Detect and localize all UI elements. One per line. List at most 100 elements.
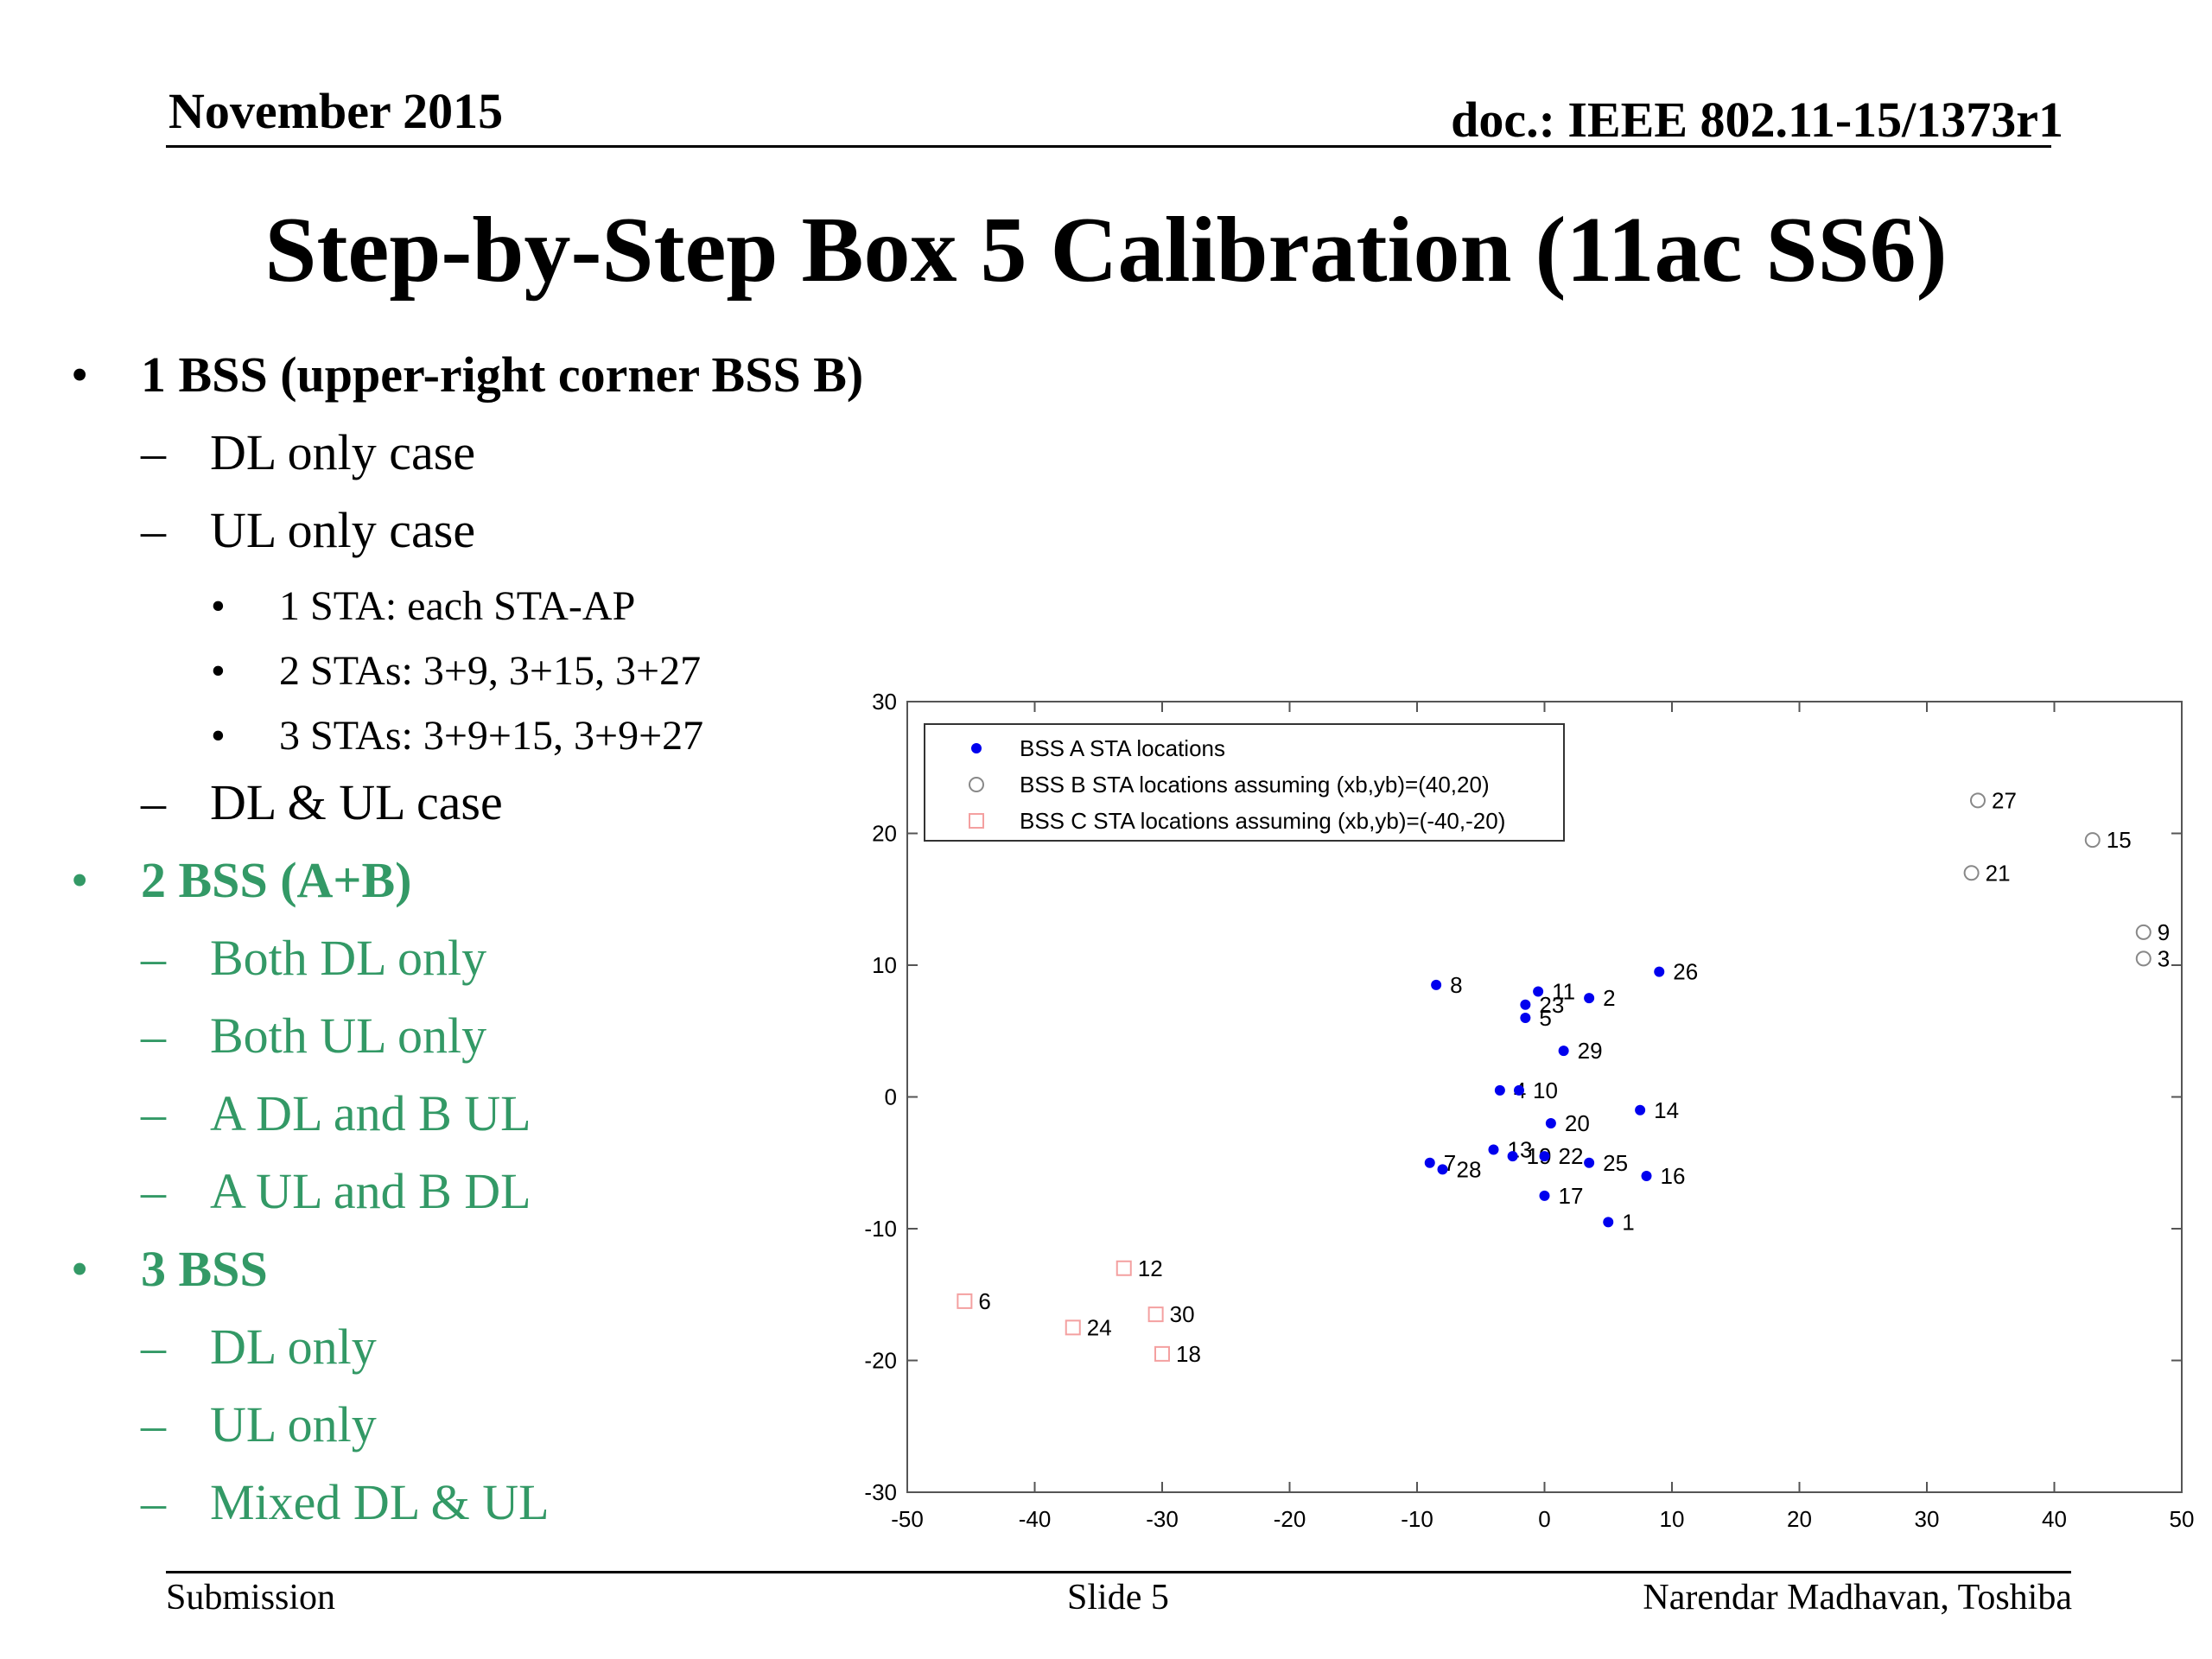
slide-title: Step-by-Step Box 5 Calibration (11ac SS6… [264, 199, 1948, 302]
point-label: 1 [1622, 1209, 1634, 1235]
bullet-text-level-1: 2 BSS (A+B) [141, 852, 412, 908]
point-label: 11 [1552, 979, 1575, 1005]
bullet-marker: – [141, 1396, 166, 1452]
x-tick-label: -10 [1401, 1506, 1433, 1532]
point-label: 26 [1673, 959, 1698, 985]
series-1-point [1520, 999, 1531, 1010]
footer-slide-number: Slide 5 [1067, 1578, 1169, 1618]
series-1-point [1494, 1084, 1505, 1096]
point-label: 18 [1176, 1341, 1201, 1367]
legend-label: BSS C STA locations assuming (xb,yb)=(-4… [1020, 808, 1505, 834]
point-label: 14 [1654, 1097, 1679, 1123]
series-3-point [957, 1293, 973, 1309]
bullet-marker: • [71, 346, 89, 403]
x-tick-label: 40 [2042, 1506, 2067, 1532]
point-label: 8 [1450, 972, 1462, 998]
y-tick-label: 30 [872, 691, 897, 715]
point-label: 6 [978, 1288, 990, 1314]
point-label: 5 [1539, 1005, 1551, 1031]
point-label: 3 [2158, 945, 2170, 971]
bullet-text-level-3: 1 STA: each STA-AP [279, 583, 636, 629]
bullet-list: • 1 BSS (upper-right corner BSS B) – DL onl… [0, 0, 864, 1555]
bullet-marker: – [141, 1163, 166, 1219]
footer-author: Narendar Madhavan, Toshiba [1643, 1578, 2072, 1618]
series-3-point [1116, 1260, 1132, 1276]
point-label: 24 [1087, 1314, 1112, 1340]
y-tick-label: 0 [885, 1084, 897, 1110]
series-1-point [1558, 1046, 1569, 1057]
series-1-point [1520, 1013, 1531, 1023]
series-1-point [1584, 993, 1595, 1004]
bullet-text-level-2: A DL and B UL [210, 1085, 531, 1141]
x-tick-label: -40 [1019, 1506, 1052, 1532]
series-1-point [1603, 1217, 1614, 1228]
bullet-marker: • [211, 583, 226, 629]
point-label: 12 [1138, 1255, 1163, 1281]
point-label: 20 [1565, 1110, 1590, 1136]
bullet-marker: – [141, 1319, 166, 1375]
bullet-marker: • [71, 1241, 89, 1297]
point-label: 16 [1661, 1163, 1686, 1189]
x-tick-label: -50 [891, 1506, 924, 1532]
series-1-point [1431, 979, 1442, 990]
y-tick-label: 10 [872, 952, 897, 978]
legend-label: BSS A STA locations [1020, 735, 1225, 761]
series-3-point [1154, 1345, 1170, 1362]
series-1-point [1539, 1190, 1550, 1201]
x-tick-label: -30 [1146, 1506, 1179, 1532]
series-1-point [1654, 966, 1665, 977]
bullet-marker: • [211, 713, 226, 759]
point-label: 30 [1170, 1301, 1195, 1327]
y-tick-label: 20 [872, 821, 897, 847]
point-label: 28 [1457, 1156, 1482, 1182]
series-1-point [1507, 1151, 1518, 1162]
header-date: November 2015 [168, 83, 504, 139]
x-tick-label: -20 [1274, 1506, 1306, 1532]
series-2-point [2135, 950, 2152, 967]
bullet-marker: – [141, 424, 166, 480]
bullet-marker: – [141, 1007, 166, 1064]
legend-label: BSS B STA locations assuming (xb,yb)=(40… [1020, 772, 1490, 798]
bullet-text-level-3: 2 STAs: 3+9, 3+15, 3+27 [279, 648, 702, 694]
bullet-marker: – [141, 774, 166, 830]
series-1-point [1514, 1084, 1524, 1096]
bullet-marker: – [141, 930, 166, 986]
series-2-point [2084, 832, 2101, 849]
bullet-text-level-1: 1 BSS (upper-right corner BSS B) [141, 346, 864, 403]
point-label: 23 [1539, 992, 1564, 1018]
point-label: 27 [1992, 787, 2017, 813]
legend-marker [969, 813, 984, 829]
bullet-text-level-3: 3 STAs: 3+9+15, 3+9+27 [279, 713, 704, 759]
series-2-point [1970, 792, 1986, 809]
bullet-text-level-2: A UL and B DL [210, 1163, 531, 1219]
point-label: 25 [1603, 1150, 1628, 1176]
x-tick-label: 20 [1787, 1506, 1812, 1532]
series-3-point [1147, 1306, 1164, 1323]
bullet-marker: – [141, 1085, 166, 1141]
bullet-text-level-1: 3 BSS [141, 1241, 268, 1297]
legend-marker [971, 743, 982, 753]
bullet-marker: • [211, 648, 226, 694]
series-1-point [1584, 1157, 1595, 1168]
footer-divider [166, 1571, 2071, 1573]
series-2-point [2135, 924, 2152, 940]
point-label: 22 [1559, 1143, 1584, 1169]
point-label: 2 [1603, 985, 1615, 1011]
point-label: 21 [1986, 860, 2011, 886]
bullet-text-level-2: Both UL only [210, 1007, 487, 1064]
series-1-point [1488, 1144, 1499, 1155]
series-1-point [1545, 1118, 1556, 1128]
series-1-point [1641, 1171, 1652, 1181]
bullet-marker: – [141, 1474, 166, 1530]
series-1-point [1424, 1157, 1435, 1168]
series-1-point [1539, 1151, 1550, 1162]
y-tick-label: -10 [864, 1216, 897, 1242]
chart-legend [924, 723, 1565, 842]
y-tick-label: -30 [864, 1479, 897, 1505]
point-label: 15 [2107, 827, 2132, 853]
bullet-marker: – [141, 502, 166, 558]
x-tick-label: 10 [1660, 1506, 1685, 1532]
bullet-text-level-2: Both DL only [210, 930, 487, 986]
sta-location-scatter-chart: -50 -40 -30 -20 -10 0 10 20 30 40 50 30 20 10 0 -10 -20 -… [864, 691, 2194, 1532]
legend-marker [969, 777, 984, 792]
